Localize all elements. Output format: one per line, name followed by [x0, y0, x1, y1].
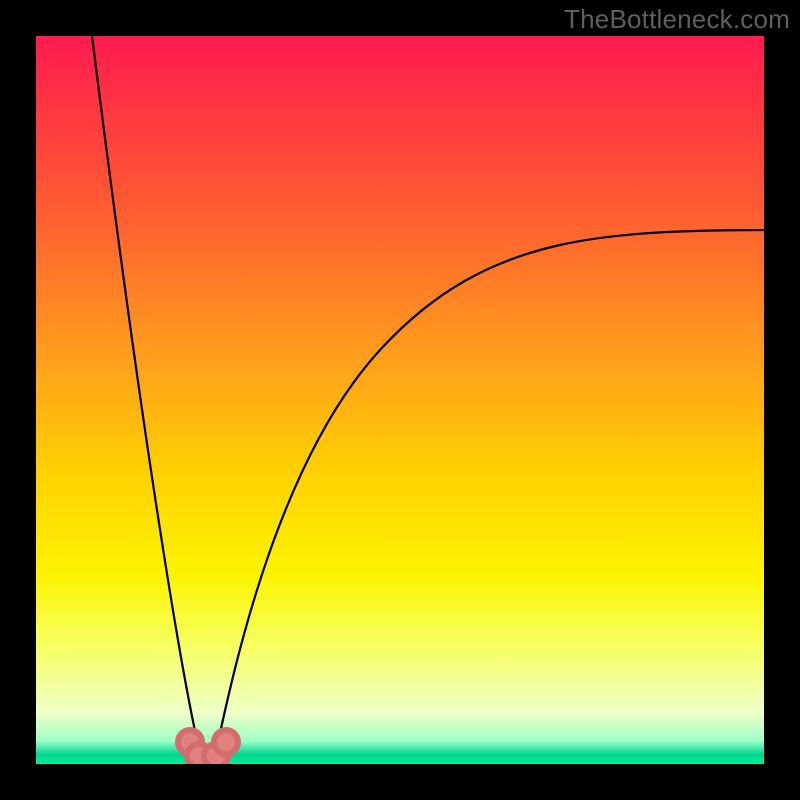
chart-container: TheBottleneck.com	[0, 0, 800, 800]
chart-svg	[0, 0, 800, 800]
watermark-text: TheBottleneck.com	[564, 4, 790, 35]
apex-mark	[214, 730, 238, 754]
plot-area	[36, 36, 764, 764]
